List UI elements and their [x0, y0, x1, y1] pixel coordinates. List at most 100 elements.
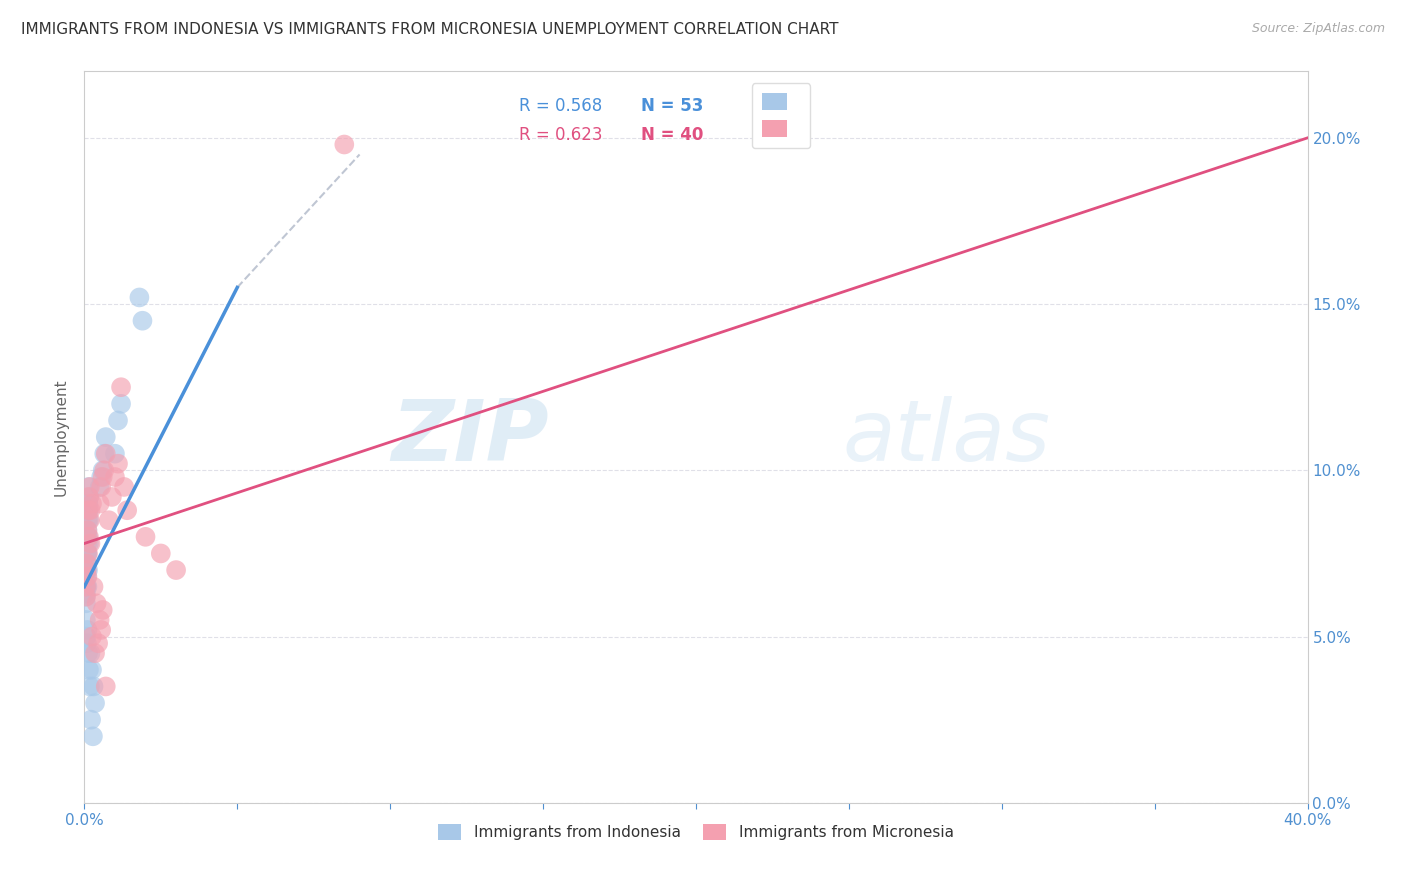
Point [165, 563, 187, 577]
Point [89, 480, 111, 494]
Point [76, 563, 98, 577]
Point [75, 580, 97, 594]
Y-axis label: Unemployment: Unemployment [53, 378, 69, 496]
Point [77, 497, 100, 511]
Point [75, 563, 97, 577]
Point [76, 523, 98, 537]
Point [112, 480, 135, 494]
Point [79, 646, 101, 660]
Point [75, 613, 97, 627]
Point [333, 137, 356, 152]
Point [80, 630, 103, 644]
Point [80, 497, 103, 511]
Point [104, 470, 127, 484]
Point [76, 563, 98, 577]
Point [128, 290, 150, 304]
Point [89, 613, 111, 627]
Point [131, 314, 153, 328]
Point [77, 646, 100, 660]
Point [97, 513, 120, 527]
Point [91, 463, 114, 477]
Point [80, 713, 103, 727]
Point [76, 563, 98, 577]
Text: R = 0.568: R = 0.568 [519, 97, 602, 115]
Point [77, 497, 100, 511]
Point [91, 603, 114, 617]
Point [86, 596, 108, 610]
Point [77, 546, 100, 560]
Point [90, 470, 112, 484]
Text: R = 0.623: R = 0.623 [519, 126, 602, 145]
Point [75, 630, 97, 644]
Point [94, 680, 117, 694]
Text: N = 53: N = 53 [641, 97, 703, 115]
Point [79, 513, 101, 527]
Point [94, 447, 117, 461]
Point [75, 590, 97, 604]
Point [110, 397, 132, 411]
Point [82, 729, 104, 743]
Point [135, 530, 157, 544]
Text: ZIP: ZIP [391, 395, 550, 479]
Point [80, 663, 103, 677]
Point [77, 503, 100, 517]
Point [91, 470, 114, 484]
Point [76, 580, 98, 594]
Point [76, 536, 98, 550]
Point [75, 590, 97, 604]
Text: Source: ZipAtlas.com: Source: ZipAtlas.com [1251, 22, 1385, 36]
Point [76, 546, 98, 560]
Point [77, 536, 100, 550]
Point [93, 463, 115, 477]
Point [77, 663, 100, 677]
Point [90, 623, 112, 637]
Point [107, 457, 129, 471]
Point [77, 563, 100, 577]
Point [77, 490, 100, 504]
Text: atlas: atlas [842, 395, 1050, 479]
Point [76, 636, 98, 650]
Point [89, 497, 111, 511]
Point [76, 557, 98, 571]
Point [75, 580, 97, 594]
Point [79, 680, 101, 694]
Point [77, 513, 100, 527]
Text: N = 40: N = 40 [641, 126, 703, 145]
Point [84, 646, 107, 660]
Point [79, 536, 101, 550]
Point [79, 480, 101, 494]
Point [76, 530, 98, 544]
Point [76, 546, 98, 560]
Legend: Immigrants from Indonesia, Immigrants from Micronesia: Immigrants from Indonesia, Immigrants fr… [432, 818, 960, 847]
Point [77, 480, 100, 494]
Point [84, 696, 107, 710]
Point [83, 680, 105, 694]
Point [94, 430, 117, 444]
Point [76, 557, 98, 571]
Point [76, 570, 98, 584]
Point [76, 546, 98, 560]
Point [75, 580, 97, 594]
Point [76, 557, 98, 571]
Point [75, 586, 97, 600]
Point [77, 530, 100, 544]
Point [107, 413, 129, 427]
Point [90, 480, 112, 494]
Point [77, 503, 100, 517]
Point [77, 490, 100, 504]
Point [87, 636, 110, 650]
Text: IMMIGRANTS FROM INDONESIA VS IMMIGRANTS FROM MICRONESIA UNEMPLOYMENT CORRELATION: IMMIGRANTS FROM INDONESIA VS IMMIGRANTS … [21, 22, 838, 37]
Point [83, 580, 105, 594]
Point [115, 503, 138, 517]
Point [101, 490, 124, 504]
Point [110, 380, 132, 394]
Point [76, 523, 98, 537]
Point [75, 596, 97, 610]
Point [93, 447, 115, 461]
Point [77, 530, 100, 544]
Point [77, 503, 100, 517]
Point [75, 580, 97, 594]
Point [76, 513, 98, 527]
Point [79, 503, 101, 517]
Point [76, 570, 98, 584]
